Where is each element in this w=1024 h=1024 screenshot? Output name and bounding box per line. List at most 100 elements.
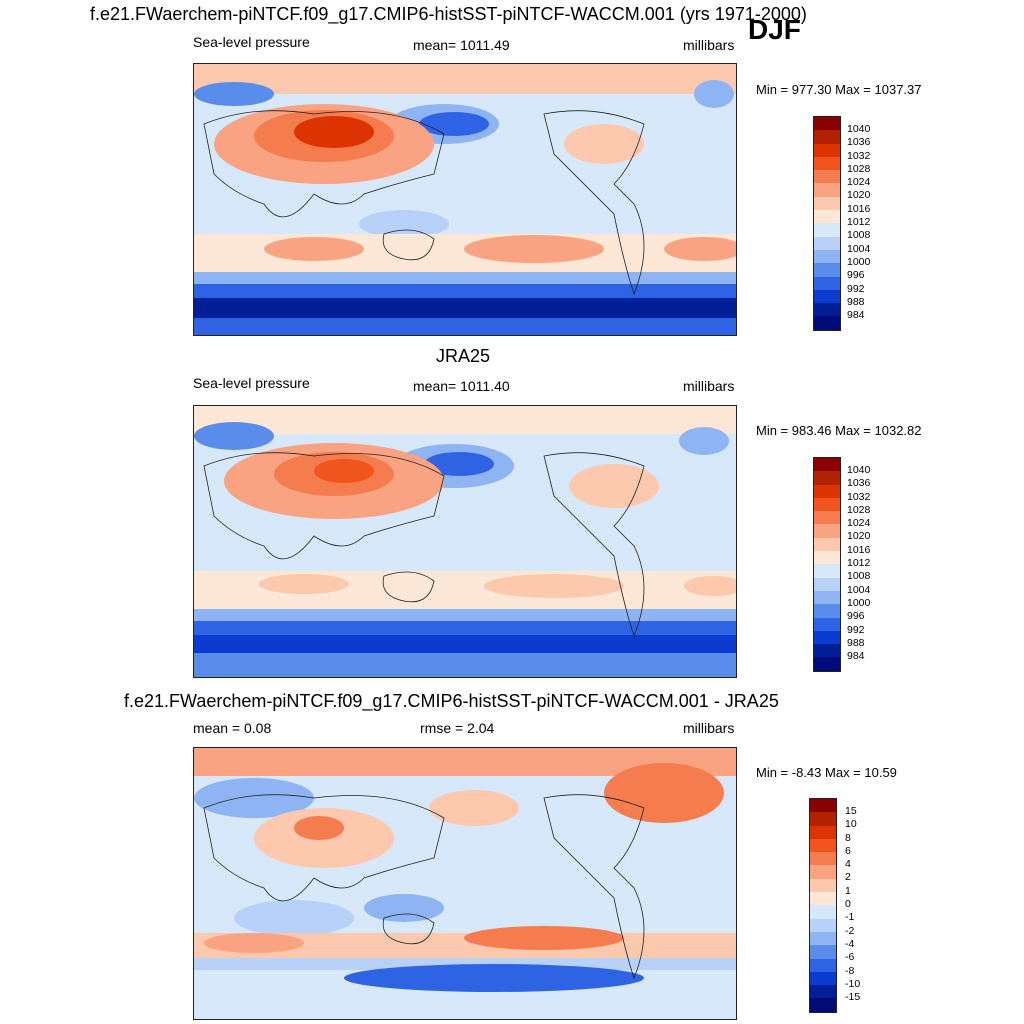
colorbar-tick-label: 1000 [847,596,871,609]
colorbar-tick-label: 1004 [847,583,871,596]
colorbar-tick-label: -1 [845,911,855,924]
colorbar-tick-label: 1000 [847,255,871,268]
colorbar-tick-label: 992 [847,282,865,295]
p1-aleutian-low [419,112,489,136]
colorbar-tick-label: 1 [845,884,851,897]
colorbar-tick-label: 1032 [847,490,871,503]
colorbar-tick-label: 1008 [847,570,871,583]
colorbar-tick-label: 984 [847,309,865,322]
colorbar-segment [810,945,836,959]
colorbar-tick-label: 1012 [847,557,871,570]
p1-australia-coast [382,229,435,261]
colorbar-segment [810,931,836,946]
p1-so-band3 [194,298,736,318]
colorbar-segment [814,471,840,485]
p2-americas-coast [543,452,645,638]
colorbar-segment [810,812,836,826]
colorbar-tick-label: -10 [845,977,861,990]
colorbar-tick-label: -6 [845,951,855,964]
panel3-map [193,747,737,1020]
panel1-units-label: millibars [683,37,735,53]
colorbar-tick-label: -8 [845,964,855,977]
colorbar-tick-label: 1040 [847,464,871,476]
colorbar-tick-label: 1012 [847,216,871,229]
panel1-left-label: Sea-level pressure [193,34,310,50]
colorbar-segment [814,590,840,605]
p2-indian-ocean-high [259,574,349,594]
colorbar-segment [810,838,836,853]
p1-north-band [194,64,736,94]
panel3-units-label: millibars [683,720,735,736]
colorbar-segment [810,892,836,906]
colorbar-segment [814,170,840,184]
colorbar-tick-label: -4 [845,937,855,950]
panel2-minmax: Min = 983.46 Max = 1032.82 [756,423,922,438]
colorbar-tick-label: 1016 [847,202,871,215]
colorbar-tick-label: 984 [847,650,865,663]
panel2-mean-label: mean= 1011.40 [413,378,510,394]
p1-so-band1 [194,272,736,284]
panel3-minmax: Min = -8.43 Max = 10.59 [756,765,897,780]
colorbar-segment [810,865,836,879]
colorbar-tick-label: 15 [845,805,857,817]
panel3-title: f.e21.FWaerchem-piNTCF.f09_g17.CMIP6-his… [124,691,779,711]
panel1-colorbar [813,116,841,331]
colorbar-segment [814,458,840,472]
colorbar-segment [814,156,840,171]
p1-americas-coast [543,110,645,296]
colorbar-tick-label: -2 [845,924,855,937]
colorbar-segment [814,130,840,144]
p2-so-band3 [194,635,736,653]
p3-indian-neg [234,900,354,936]
colorbar-segment [810,852,836,866]
colorbar-segment [814,497,840,512]
colorbar-segment [814,196,840,211]
p3-atlantic-neg [194,778,314,818]
colorbar-segment [814,577,840,591]
colorbar-tick-label: 1024 [847,517,871,530]
colorbar-segment [814,236,840,250]
panel3-colorbar [809,798,837,1013]
p1-south-atlantic-high [664,237,736,261]
p2-north-band [194,406,736,434]
colorbar-segment [814,484,840,498]
p3-pacific-pos [429,790,519,826]
p1-indian-ocean-high [264,237,364,261]
p3-australia-coast [382,913,435,945]
colorbar-tick-label: 996 [847,610,865,623]
p3-eurasia-coast [203,794,445,902]
colorbar-tick-label: 1016 [847,543,871,556]
panel3-colorbar-ticks: 15 10 8 6 4 2 1 0 -1 -2 -4 -6 -8 -10 -15 [845,805,860,1004]
p3-australia-neg [364,894,444,922]
figure-title: f.e21.FWaerchem-piNTCF.f09_g17.CMIP6-his… [90,4,807,24]
colorbar-tick-label: 1020 [847,530,871,543]
colorbar-tick-label: 1008 [847,229,871,242]
panel2-colorbar-ticks: 1040 1036 1032 1028 1024 1020 1016 1012 1008 1004… [847,464,870,663]
panel1-mean-label: mean= 1011.49 [413,37,510,53]
colorbar-tick-label: 1028 [847,503,871,516]
panel2-units-label: millibars [683,378,735,394]
colorbar-segment [814,316,840,330]
p2-antarctic [194,653,736,677]
p2-north-america-high [569,464,659,508]
colorbar-segment [814,249,840,264]
p2-tropics [194,526,736,576]
p3-americas-coast [543,794,645,980]
panel2-title: JRA25 [436,346,491,366]
p2-iceland-low [194,422,274,450]
panel1-minmax: Min = 977.30 Max = 1037.37 [756,82,922,97]
p1-australia-low [359,210,449,238]
colorbar-tick-label: 1024 [847,176,871,189]
p1-so-band2 [194,284,736,298]
colorbar-segment [814,143,840,157]
colorbar-tick-label: 1036 [847,136,871,149]
p1-siberian-high-core [294,116,374,148]
p3-so-band1 [194,958,736,970]
colorbar-segment [814,617,840,631]
colorbar-segment [814,210,840,224]
colorbar-segment [814,276,840,290]
p3-south-pacific-pos [464,926,624,950]
panel2-colorbar [813,457,841,672]
p2-australia-coast [382,571,435,603]
colorbar-segment [814,117,840,131]
